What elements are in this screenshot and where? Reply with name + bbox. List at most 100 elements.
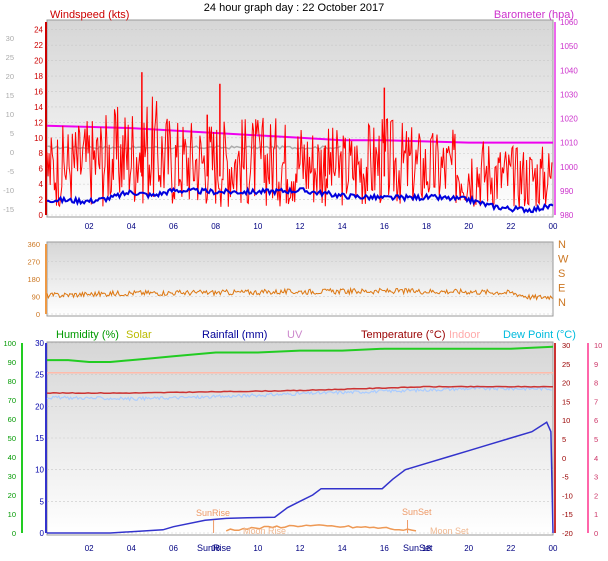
- windspeed-tick: 12: [34, 118, 43, 127]
- humidity-tick: 50: [8, 434, 16, 443]
- temperature-tick-faint: 20: [6, 72, 14, 81]
- legend-uv: UV: [287, 329, 303, 341]
- humidity-tick: 10: [8, 510, 16, 519]
- uv-tick: 4: [594, 454, 598, 463]
- hour-tick: 04: [127, 544, 136, 553]
- temperature-tick-faint: 0: [10, 148, 14, 157]
- sunset-axis-label: SunSet: [403, 543, 433, 553]
- humidity-tick: 20: [8, 491, 16, 500]
- uv-tick: 3: [594, 473, 598, 482]
- windspeed-tick: 6: [39, 165, 44, 174]
- hour-tick: 08: [211, 222, 220, 231]
- average-windspeed-line: [46, 186, 554, 214]
- windspeed-tick: 4: [39, 180, 44, 189]
- humidity-tick: 90: [8, 358, 16, 367]
- barometer-tick: 1050: [560, 42, 578, 51]
- windspeed-tick: 16: [34, 87, 43, 96]
- direction-tick: 180: [27, 275, 40, 284]
- compass-tick: E: [558, 283, 565, 295]
- wind-direction-line: [46, 286, 554, 301]
- windspeed-tick: 8: [39, 149, 44, 158]
- moonset-label: Moon Set: [430, 526, 469, 536]
- hour-tick: 04: [127, 222, 136, 231]
- barometer-tick: 980: [560, 211, 574, 220]
- hour-tick: 12: [296, 222, 305, 231]
- windspeed-axis-label: Windspeed (kts): [50, 9, 129, 21]
- sunset-label: SunSet: [402, 507, 432, 517]
- barometer-tick: 990: [560, 187, 574, 196]
- hour-tick: 18: [422, 544, 431, 553]
- rainfall-line: [47, 421, 554, 534]
- direction-tick: 360: [27, 240, 40, 249]
- hour-tick: 08: [211, 544, 220, 553]
- temperature-tick: 20: [562, 379, 570, 388]
- hour-tick: 00: [549, 544, 558, 553]
- rainfall-tick: 15: [35, 434, 44, 443]
- hour-tick: 00: [549, 222, 558, 231]
- direction-tick: 0: [36, 310, 40, 319]
- humidity-tick: 30: [8, 472, 16, 481]
- windspeed-tick: 20: [34, 57, 43, 66]
- temperature-tick-faint: 10: [6, 110, 14, 119]
- windspeed-tick: 22: [34, 41, 43, 50]
- humidity-tick: 80: [8, 377, 16, 386]
- compass-tick: S: [558, 268, 565, 280]
- humidity-tick: 100: [3, 339, 16, 348]
- hour-tick: 02: [85, 544, 94, 553]
- hour-tick: 16: [380, 544, 389, 553]
- temperature-tick: -20: [562, 529, 573, 538]
- chart-title: 24 hour graph day : 22 October 2017: [204, 2, 384, 14]
- legend-indoor: Indoor: [449, 329, 481, 341]
- rainfall-tick: 0: [40, 529, 45, 538]
- sunrise-label: SunRise: [196, 508, 230, 518]
- humidity-tick: 70: [8, 396, 16, 405]
- legend-solar: Solar: [126, 329, 152, 341]
- legend-humidity: Humidity (%): [56, 329, 119, 341]
- uv-tick: 10: [594, 341, 602, 350]
- uv-tick: 2: [594, 491, 598, 500]
- hour-tick: 06: [169, 544, 178, 553]
- uv-tick: 9: [594, 360, 598, 369]
- windspeed-tick: 14: [34, 103, 43, 112]
- rainfall-tick: 10: [35, 466, 44, 475]
- temperature-tick: 0: [562, 454, 566, 463]
- compass-tick: N: [558, 297, 566, 309]
- uv-tick: 6: [594, 416, 598, 425]
- hour-tick: 02: [85, 222, 94, 231]
- rainfall-tick: 5: [40, 497, 45, 506]
- temperature-tick-faint: 25: [6, 53, 14, 62]
- windspeed-tick: 10: [34, 134, 43, 143]
- hour-tick: 16: [380, 222, 389, 231]
- uv-tick: 8: [594, 379, 598, 388]
- rainfall-tick: 25: [35, 371, 44, 380]
- uv-tick: 0: [594, 529, 598, 538]
- hour-tick: 22: [506, 222, 515, 231]
- compass-tick: W: [558, 254, 569, 266]
- direction-tick: 270: [27, 258, 40, 267]
- temperature-tick-faint: 15: [6, 91, 14, 100]
- barometer-tick: 1030: [560, 90, 578, 99]
- temperature-panel: [46, 341, 554, 536]
- hour-tick: 14: [338, 544, 347, 553]
- temperature-tick: -10: [562, 491, 573, 500]
- humidity-tick: 0: [12, 529, 16, 538]
- moonrise-label: Moon Rise: [243, 526, 286, 536]
- windspeed-tick: 18: [34, 72, 43, 81]
- hour-tick: 10: [253, 222, 262, 231]
- barometer-tick: 1040: [560, 66, 578, 75]
- temperature-tick-faint: 5: [10, 129, 14, 138]
- sunrise-axis-label: SunRise: [197, 543, 231, 553]
- uv-tick: 5: [594, 435, 598, 444]
- barometer-tick: 1020: [560, 115, 578, 124]
- hour-tick: 20: [464, 222, 473, 231]
- legend-rainfall: Rainfall (mm): [202, 329, 267, 341]
- windspeed-line: [46, 91, 553, 209]
- barometer-tick: 1060: [560, 18, 578, 27]
- compass-tick: N: [558, 239, 566, 251]
- legend-temperature: Temperature (°C): [361, 329, 445, 341]
- rainfall-tick: 30: [35, 339, 44, 348]
- windspeed-tick: 2: [39, 196, 44, 205]
- temperature-tick: 30: [562, 341, 570, 350]
- temperature-tick-faint: -5: [7, 167, 14, 176]
